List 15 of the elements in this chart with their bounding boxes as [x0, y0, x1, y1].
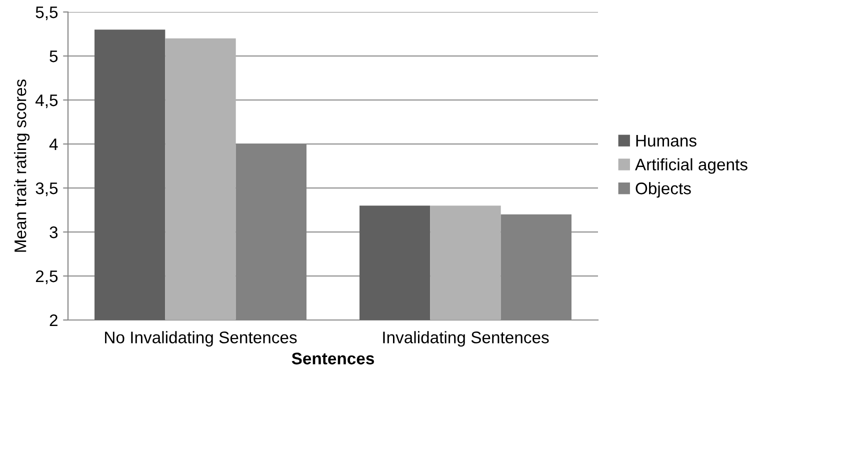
y-tick-label: 4: [49, 138, 58, 150]
y-tick-label: 2: [50, 314, 58, 326]
y-tick-label: 2,5: [36, 270, 58, 284]
x-tick-label: Invalidating Sentences: [383, 331, 549, 347]
y-tick-label: 4,5: [35, 94, 58, 108]
legend-label: Artificial agents: [635, 158, 748, 174]
y-tick-label: 3: [50, 226, 58, 238]
x-tick-label: No Invalidating Sentences: [105, 331, 297, 347]
legend-label: Objects: [636, 182, 691, 198]
x-axis-title: Sentences: [292, 352, 374, 364]
y-axis-title: Mean trait rating scores: [14, 80, 30, 252]
y-tick-label: 3,5: [36, 182, 58, 196]
y-tick-label: 5: [50, 50, 58, 62]
legend-label: Humans: [636, 134, 696, 147]
y-tick-label: 5,5: [36, 6, 58, 20]
